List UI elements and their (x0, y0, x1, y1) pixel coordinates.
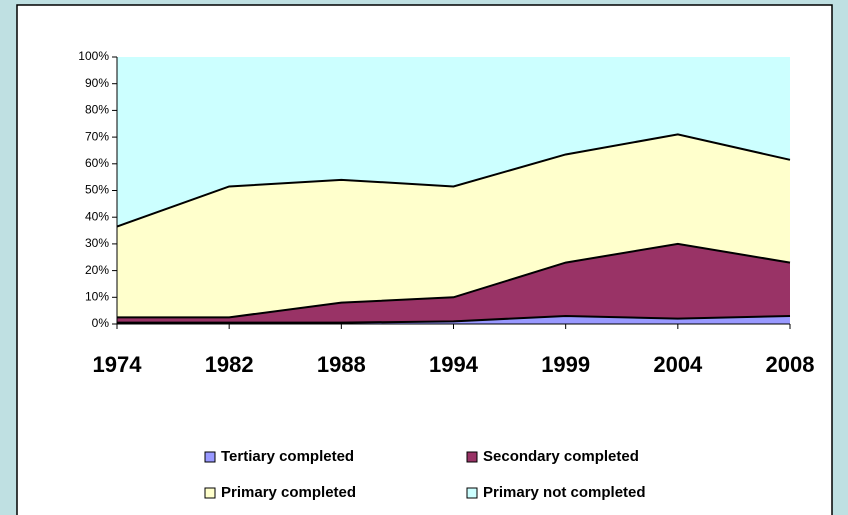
legend-swatch (466, 487, 478, 499)
legend-swatch (204, 451, 216, 463)
y-tick-label: 20% (85, 263, 109, 277)
y-tick-label: 10% (85, 289, 109, 303)
legend-label: Tertiary completed (221, 448, 354, 465)
x-tick-label: 1994 (429, 352, 479, 377)
x-tick-label: 1982 (205, 352, 254, 377)
y-tick-label: 0% (92, 316, 110, 330)
x-tick-label: 2008 (766, 352, 815, 377)
area (117, 57, 790, 227)
y-tick-label: 40% (85, 209, 109, 223)
y-tick-label: 60% (85, 156, 109, 170)
area-edge (117, 314, 791, 324)
area-edge (116, 133, 791, 228)
y-tick-label: 100% (78, 49, 109, 63)
area-edge (117, 242, 791, 319)
legend-swatch (204, 487, 216, 499)
legend-swatch (466, 451, 478, 463)
area (117, 243, 790, 323)
legend-label: Secondary completed (483, 448, 639, 465)
legend-label: Primary not completed (483, 484, 646, 501)
x-tick-label: 1988 (317, 352, 366, 377)
area (117, 134, 790, 318)
y-tick-label: 90% (85, 76, 109, 90)
y-tick-label: 70% (85, 129, 109, 143)
y-tick-label: 80% (85, 103, 109, 117)
y-tick-label: 50% (85, 183, 109, 197)
x-tick-label: 1974 (93, 352, 143, 377)
legend-label: Primary completed (221, 484, 356, 501)
x-tick-label: 1999 (541, 352, 590, 377)
x-tick-label: 2004 (653, 352, 703, 377)
y-tick-label: 30% (85, 236, 109, 250)
